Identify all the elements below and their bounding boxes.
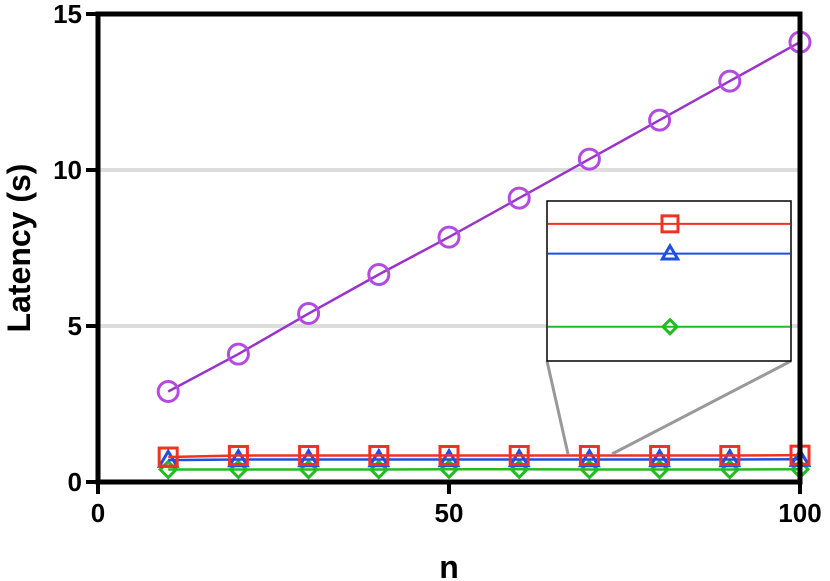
data-point-marker (297, 302, 321, 326)
data-point-marker (298, 444, 320, 466)
inset-series-square (548, 214, 790, 234)
y-tick-label: 0 (68, 467, 82, 497)
data-point-marker (648, 108, 672, 132)
data-point-marker (227, 444, 249, 466)
series-square (157, 444, 811, 468)
y-axis-title: Latency (s) (1, 164, 37, 333)
series-line (168, 457, 801, 462)
x-axis-title: n (439, 549, 459, 581)
data-point-marker (157, 446, 179, 468)
inset-series-diamond (548, 317, 790, 336)
data-point-marker (368, 444, 390, 466)
data-point-marker (156, 380, 180, 404)
data-point-marker (367, 263, 391, 287)
data-point-marker (718, 69, 742, 93)
x-tick-label: 50 (435, 498, 464, 528)
y-tick-label: 10 (53, 155, 82, 185)
x-tick-label: 100 (778, 498, 821, 528)
inset-data-point-marker (660, 214, 680, 234)
x-tick-label: 0 (91, 498, 105, 528)
series-circle (156, 30, 812, 404)
data-point-marker (719, 444, 741, 466)
data-point-marker (438, 444, 460, 466)
zoom-connector-left (545, 360, 570, 455)
series-line (167, 40, 801, 393)
inset-zoom-panel (546, 200, 792, 362)
y-tick-label: 5 (68, 311, 82, 341)
data-point-marker (649, 444, 671, 466)
series-triangle (156, 447, 812, 468)
series-diamond (158, 459, 811, 480)
data-point-marker (507, 186, 531, 210)
data-point-marker (577, 147, 601, 171)
series-line (168, 453, 801, 459)
inset-data-point-marker (660, 317, 680, 336)
inset-series-triangle (548, 242, 790, 261)
data-point-marker (437, 225, 461, 249)
inset-zoom-connectors (545, 359, 792, 456)
data-point-marker (226, 342, 250, 366)
data-point-marker (578, 444, 600, 466)
inset-data-point-marker (659, 242, 681, 261)
data-point-marker (156, 448, 180, 468)
zoom-connector-right (611, 359, 792, 456)
axis-ticks: 0 5 10 15 0 50 100 (53, 0, 822, 528)
data-point-marker (508, 444, 530, 466)
y-tick-label: 15 (53, 0, 82, 29)
inset-frame (546, 200, 792, 362)
